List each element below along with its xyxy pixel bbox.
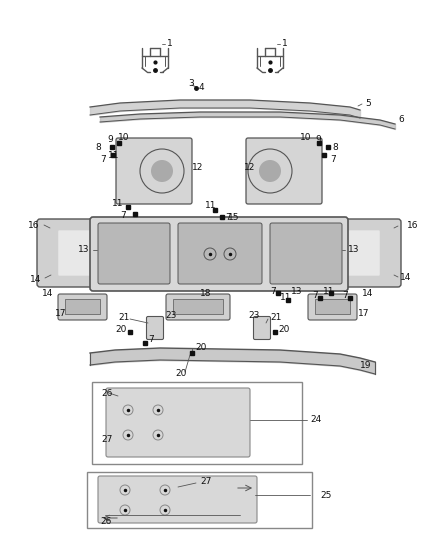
Text: 15: 15 bbox=[228, 214, 240, 222]
Text: 5: 5 bbox=[365, 100, 371, 109]
Text: 25: 25 bbox=[320, 490, 332, 499]
Text: 10: 10 bbox=[300, 133, 311, 141]
FancyBboxPatch shape bbox=[90, 217, 348, 291]
Text: 18: 18 bbox=[200, 288, 212, 297]
Text: 20: 20 bbox=[115, 326, 127, 335]
Text: 11: 11 bbox=[112, 198, 124, 207]
Text: 7: 7 bbox=[342, 292, 348, 301]
Bar bbox=[87, 472, 312, 528]
Text: 13: 13 bbox=[78, 245, 89, 254]
Text: 20: 20 bbox=[175, 368, 187, 377]
Text: 16: 16 bbox=[28, 221, 39, 230]
Text: 7: 7 bbox=[312, 292, 318, 301]
Text: 14: 14 bbox=[362, 289, 373, 298]
Bar bbox=[92, 382, 302, 464]
Text: 20: 20 bbox=[278, 326, 290, 335]
Text: 26: 26 bbox=[100, 518, 111, 527]
Circle shape bbox=[151, 160, 173, 182]
Text: 11: 11 bbox=[205, 201, 216, 211]
Text: 12: 12 bbox=[192, 164, 203, 173]
Text: 7: 7 bbox=[330, 156, 336, 165]
FancyBboxPatch shape bbox=[342, 230, 380, 276]
FancyBboxPatch shape bbox=[270, 223, 342, 284]
FancyBboxPatch shape bbox=[58, 230, 96, 276]
Text: 9: 9 bbox=[315, 135, 321, 144]
FancyBboxPatch shape bbox=[308, 294, 357, 320]
Text: 14: 14 bbox=[30, 276, 41, 285]
Text: 7: 7 bbox=[120, 211, 126, 220]
Text: 1: 1 bbox=[167, 39, 173, 49]
FancyBboxPatch shape bbox=[58, 294, 107, 320]
Text: 8: 8 bbox=[95, 143, 101, 152]
FancyBboxPatch shape bbox=[340, 219, 401, 287]
FancyBboxPatch shape bbox=[254, 317, 271, 340]
Text: 13: 13 bbox=[291, 287, 303, 295]
Text: 19: 19 bbox=[360, 361, 371, 370]
FancyBboxPatch shape bbox=[246, 138, 322, 204]
Text: 7: 7 bbox=[148, 335, 154, 344]
Text: 9: 9 bbox=[107, 135, 113, 144]
Bar bbox=[173, 299, 223, 314]
Text: 4: 4 bbox=[199, 84, 205, 93]
Text: 17: 17 bbox=[55, 309, 67, 318]
Text: 12: 12 bbox=[244, 164, 255, 173]
FancyBboxPatch shape bbox=[106, 388, 250, 457]
Text: 11: 11 bbox=[323, 287, 335, 295]
Text: 6: 6 bbox=[398, 116, 404, 125]
Text: 24: 24 bbox=[310, 416, 321, 424]
FancyBboxPatch shape bbox=[146, 317, 163, 340]
FancyBboxPatch shape bbox=[37, 219, 98, 287]
Text: 1: 1 bbox=[282, 39, 288, 49]
Text: 21: 21 bbox=[270, 313, 281, 322]
FancyBboxPatch shape bbox=[98, 223, 170, 284]
Text: 7: 7 bbox=[225, 214, 231, 222]
Bar bbox=[315, 299, 350, 314]
Text: 8: 8 bbox=[332, 143, 338, 152]
Text: 13: 13 bbox=[348, 245, 360, 254]
Text: 21: 21 bbox=[118, 313, 129, 322]
Text: 27: 27 bbox=[200, 478, 212, 487]
Text: 7: 7 bbox=[270, 287, 276, 295]
Circle shape bbox=[259, 160, 281, 182]
FancyBboxPatch shape bbox=[98, 476, 257, 523]
Text: 3: 3 bbox=[188, 79, 194, 88]
FancyBboxPatch shape bbox=[166, 294, 230, 320]
Text: 17: 17 bbox=[358, 309, 370, 318]
Text: 11: 11 bbox=[108, 150, 120, 159]
Text: 14: 14 bbox=[400, 273, 411, 282]
Text: 7: 7 bbox=[100, 156, 106, 165]
FancyBboxPatch shape bbox=[178, 223, 262, 284]
Text: 10: 10 bbox=[118, 133, 130, 141]
Text: 23: 23 bbox=[165, 311, 177, 319]
Text: 26: 26 bbox=[101, 389, 113, 398]
Text: 23: 23 bbox=[248, 311, 259, 319]
Text: 27: 27 bbox=[101, 435, 113, 445]
Text: 14: 14 bbox=[42, 289, 53, 298]
Text: 11: 11 bbox=[280, 294, 292, 303]
Text: 20: 20 bbox=[195, 343, 206, 352]
Text: 16: 16 bbox=[407, 221, 418, 230]
Bar bbox=[65, 299, 100, 314]
FancyBboxPatch shape bbox=[116, 138, 192, 204]
